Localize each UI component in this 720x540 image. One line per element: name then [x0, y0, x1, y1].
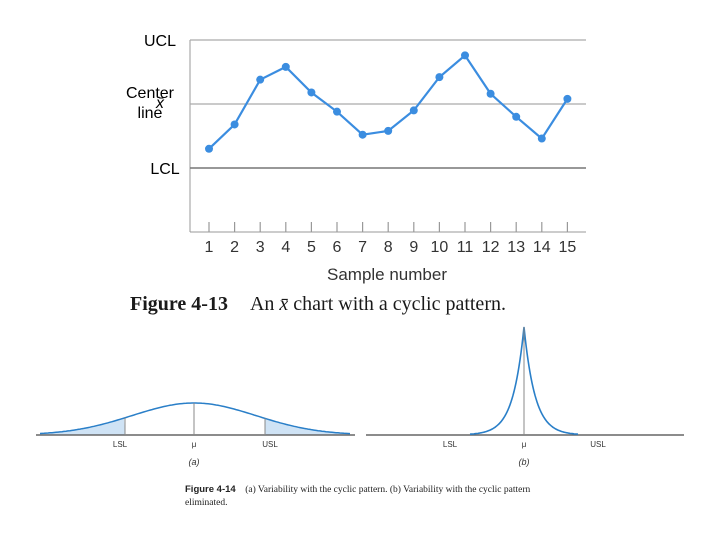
data-point-15	[563, 94, 572, 103]
x-tick-label-1: 1	[205, 239, 214, 256]
data-point-5	[307, 88, 316, 97]
figure-4-14-label: Figure 4-14	[185, 484, 236, 495]
panel-a-tail-left	[40, 418, 125, 435]
center-line-label-1: Center	[126, 85, 175, 102]
data-point-1	[205, 144, 213, 153]
data-point-10	[435, 73, 444, 82]
reference-labels: UCL Center line LCL	[126, 33, 180, 178]
panel-a-usl-label: USL	[262, 440, 278, 449]
figure-4-14-caption: Figure 4-14 (a) Variability with the cyc…	[185, 483, 565, 510]
center-line-label-2: line	[138, 105, 163, 122]
data-point-2	[230, 120, 239, 129]
data-point-4	[281, 62, 290, 71]
x-tick-label-11: 11	[457, 239, 474, 256]
x-tick-label-6: 6	[333, 239, 342, 256]
reference-lines	[190, 39, 586, 169]
x-tick-label-8: 8	[384, 239, 393, 256]
data-point-9	[409, 106, 418, 115]
x-tick-label-10: 10	[431, 239, 449, 256]
panel-a-tail-right	[265, 418, 350, 435]
panel-a-lsl-label: LSL	[113, 440, 128, 449]
panel-b-lsl-label: LSL	[443, 440, 458, 449]
lcl-label: LCL	[150, 161, 179, 178]
x-tick-label-4: 4	[281, 239, 290, 256]
x-tick-label-7: 7	[358, 239, 367, 256]
panel-b: LSL μ USL (b)	[366, 326, 684, 467]
data-point-13	[512, 112, 521, 121]
x-tick-label-15: 15	[559, 239, 577, 256]
series-points	[205, 51, 572, 153]
x-tick-label-12: 12	[482, 239, 500, 256]
data-point-14	[537, 134, 546, 143]
x-ticks	[208, 222, 569, 232]
panel-a-curve	[39, 402, 351, 435]
panel-a-tag: (a)	[189, 457, 200, 467]
xbar-axis-label: x̄	[155, 95, 165, 112]
figure-4-13-xbar: x̄	[279, 293, 289, 315]
x-tick-label-13: 13	[507, 239, 525, 256]
figure-4-13-caption: Figure 4-13 An x̄ chart with a cyclic pat…	[130, 293, 506, 316]
panel-a: LSL μ USL (a)	[36, 402, 355, 467]
x-tick-label-9: 9	[409, 239, 418, 256]
data-point-3	[256, 75, 265, 84]
chart-frame	[189, 40, 586, 233]
data-point-12	[486, 89, 495, 98]
panel-b-usl-label: USL	[590, 440, 606, 449]
x-tick-label-14: 14	[533, 239, 551, 256]
figure-4-13-label: Figure 4-13	[130, 293, 228, 315]
variability-panels: LSL μ USL (a) LSL μ USL (b)	[36, 326, 684, 467]
panel-b-mu-label: μ	[522, 440, 527, 449]
figure-4-14-text: (a) Variability with the cyclic pattern.…	[185, 485, 531, 508]
x-tick-label-2: 2	[230, 239, 239, 256]
data-point-11	[461, 51, 469, 60]
x-axis-label: Sample number	[327, 265, 447, 284]
x-tick-labels: 1 2 3 4 5 6 7 8 9 10 11 12 13 14 15	[205, 239, 577, 256]
figure-4-13-text-post: chart with a cyclic pattern.	[288, 293, 506, 315]
data-point-7	[358, 130, 367, 139]
x-tick-label-3: 3	[256, 239, 265, 256]
data-point-8	[384, 126, 393, 135]
panel-b-tag: (b)	[519, 457, 530, 467]
x-tick-label-5: 5	[307, 239, 316, 256]
ucl-label: UCL	[144, 33, 176, 50]
figure-4-13-text-pre: An	[249, 293, 280, 315]
panel-a-mu-label: μ	[192, 440, 197, 449]
data-point-6	[333, 107, 341, 116]
